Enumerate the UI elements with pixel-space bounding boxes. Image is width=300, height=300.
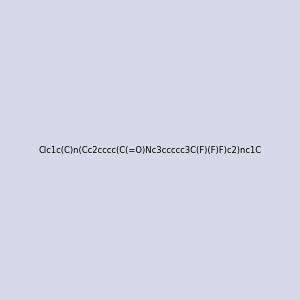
- Text: Clc1c(C)n(Cc2cccc(C(=O)Nc3ccccc3C(F)(F)F)c2)nc1C: Clc1c(C)n(Cc2cccc(C(=O)Nc3ccccc3C(F)(F)F…: [38, 146, 262, 154]
